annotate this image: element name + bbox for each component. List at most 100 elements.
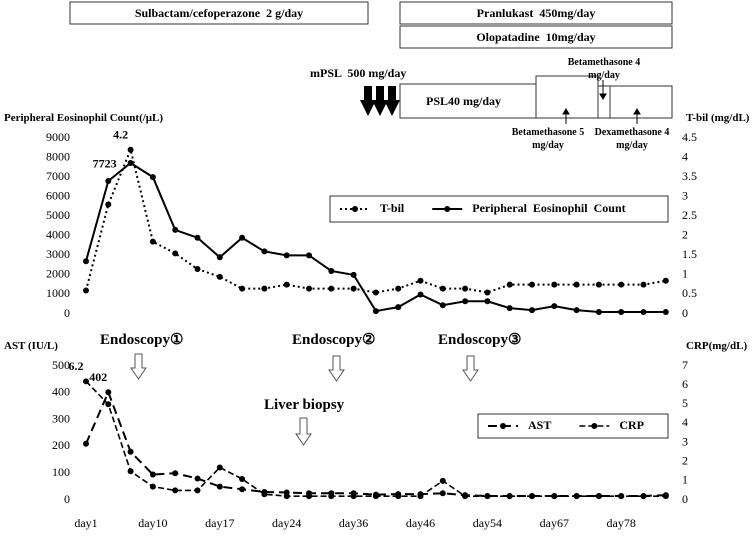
data-point [439,490,446,497]
data-point [640,281,647,288]
data-point [105,389,112,396]
y-tick-label: 0 [64,492,70,506]
data-point [462,285,469,292]
annotation: mPSL 500 mg/day [310,66,407,80]
annotation: Dexamethasone 4 mg/day [594,127,670,151]
x-tick-label: day36 [339,516,368,530]
annotation: Betamethasone 4 mg/day [567,57,641,81]
data-point [484,289,491,296]
legend-label: T-bil [380,201,405,215]
y-tick-label: 7000 [46,169,70,183]
data-point [417,493,424,500]
data-point [194,487,201,494]
data-point [127,468,134,475]
data-point [105,178,112,185]
data-point [216,483,223,490]
data-label: 4.2 [113,127,128,141]
data-point [328,267,335,274]
data-point [462,298,469,305]
data-point [283,252,290,259]
data-label: 6.2 [69,359,84,373]
data-point [239,285,246,292]
y2-tick-label: 7 [682,358,688,372]
data-point [551,303,558,310]
y-tick-label: 1000 [46,286,70,300]
annotation: Olopatadine 10mg/day [476,30,596,44]
data-point [573,281,580,288]
data-point [283,493,290,500]
data-point [506,305,513,312]
data-point [662,309,669,316]
y-tick-label: 2000 [46,267,70,281]
data-point [194,266,201,273]
y-tick-label: 100 [52,465,70,479]
annotation: Endoscopy③ [438,332,522,348]
x-tick-label: day67 [540,516,569,530]
x-tick-label: day54 [473,516,502,530]
y-tick-label: 9000 [46,130,70,144]
data-point [417,277,424,284]
data-point [395,304,402,311]
data-point [172,487,179,494]
data-point [172,470,179,477]
y2-tick-label: 1.5 [682,247,697,261]
data-point [640,493,647,500]
data-point [372,308,379,315]
y-tick-label: 5000 [46,208,70,222]
y2-tick-label: 1 [682,267,688,281]
data-point [484,298,491,305]
data-point [149,483,156,490]
y-tick-label: 300 [52,411,70,425]
data-point [573,493,580,500]
data-point [417,291,424,298]
x-tick-label: day1 [74,516,97,530]
y2-tick-label: 6 [682,377,688,391]
y2-tick-label: 3 [682,434,688,448]
data-point [239,475,246,482]
data-point [105,201,112,208]
annotation: Endoscopy② [292,332,376,348]
data-point [372,289,379,296]
data-point [149,174,156,181]
y-tick-label: 4000 [46,228,70,242]
data-point [306,493,312,500]
series-line [85,146,666,294]
y2-tick-label: 3 [682,188,688,202]
data-point [439,285,446,292]
x-tick-label: day24 [272,516,301,530]
annotation: Liver biopsy [264,397,345,413]
data-point [595,493,602,500]
x-tick-label: day78 [607,516,636,530]
y2-tick-label: 4.5 [682,130,697,144]
y2-tick-label: 0.5 [682,286,697,300]
y-tick-label: 0 [64,306,70,320]
data-point [595,309,602,316]
data-point [83,258,89,265]
data-point [551,281,558,288]
data-point [216,273,223,280]
legend-marker [352,206,358,212]
data-point [306,252,312,259]
y2-tick-label: 3.5 [682,169,697,183]
data-point [172,250,179,257]
data-point [239,234,246,241]
y2-tick-label: 1 [682,473,688,487]
y2-axis-title: CRP(mg/dL) [686,340,748,352]
data-point [506,493,513,500]
data-point [350,493,357,500]
data-point [172,226,179,233]
annotation: Betamethasone 5 mg/day [511,127,585,151]
annotation: Sulbactam/cefoperazone 2 g/day [134,6,304,20]
data-point [216,254,223,261]
data-point [395,493,402,500]
data-point [439,477,446,484]
legend-marker [444,206,451,212]
y-tick-label: 400 [52,385,70,399]
data-point [372,493,379,500]
data-point [261,285,268,292]
y2-tick-label: 2.5 [682,208,697,222]
data-point [127,159,134,166]
y-tick-label: 200 [52,438,70,452]
data-point [283,281,290,288]
